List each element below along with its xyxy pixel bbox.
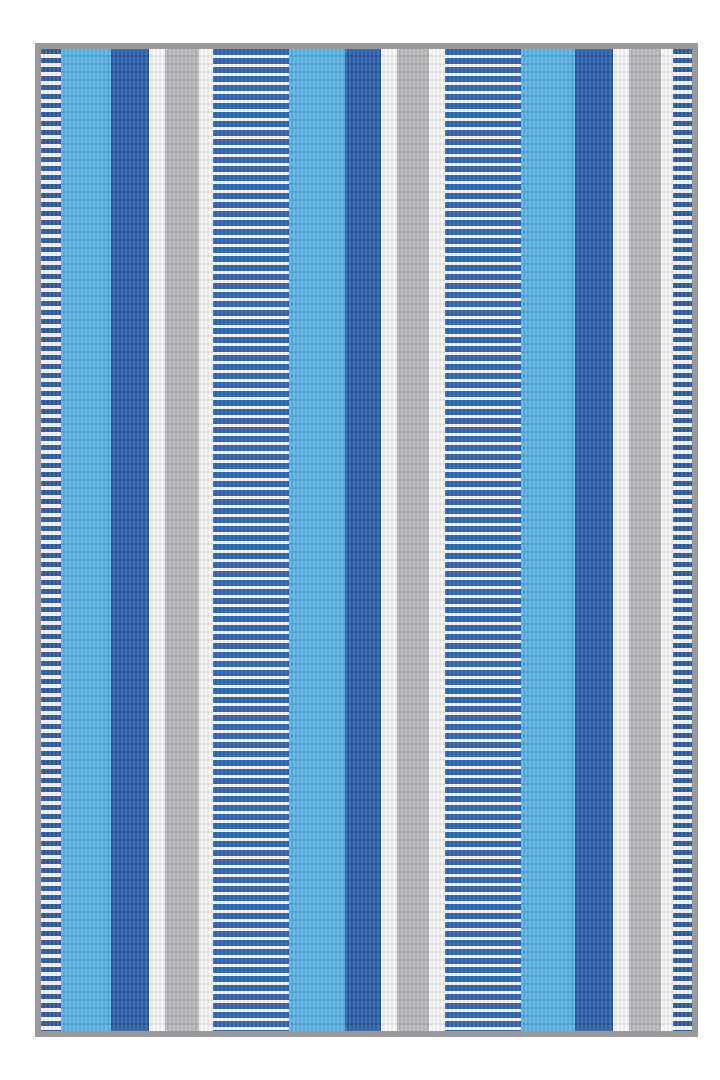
stripe bbox=[429, 49, 445, 1031]
stripe bbox=[575, 49, 613, 1031]
stripe bbox=[289, 49, 345, 1031]
rug bbox=[35, 43, 698, 1037]
rug-field bbox=[41, 49, 692, 1031]
stripe bbox=[165, 49, 199, 1031]
stripe bbox=[213, 49, 289, 1031]
stripe bbox=[445, 49, 521, 1031]
stripe bbox=[199, 49, 213, 1031]
stripe bbox=[381, 49, 397, 1031]
stripe bbox=[673, 49, 692, 1031]
stripe bbox=[397, 49, 429, 1031]
stripe bbox=[613, 49, 629, 1031]
stripe bbox=[111, 49, 149, 1031]
stripe bbox=[521, 49, 575, 1031]
stripe bbox=[61, 49, 111, 1031]
stripe bbox=[661, 49, 673, 1031]
stripe bbox=[149, 49, 165, 1031]
stripe bbox=[345, 49, 381, 1031]
stripe bbox=[629, 49, 661, 1031]
stripe bbox=[41, 49, 61, 1031]
